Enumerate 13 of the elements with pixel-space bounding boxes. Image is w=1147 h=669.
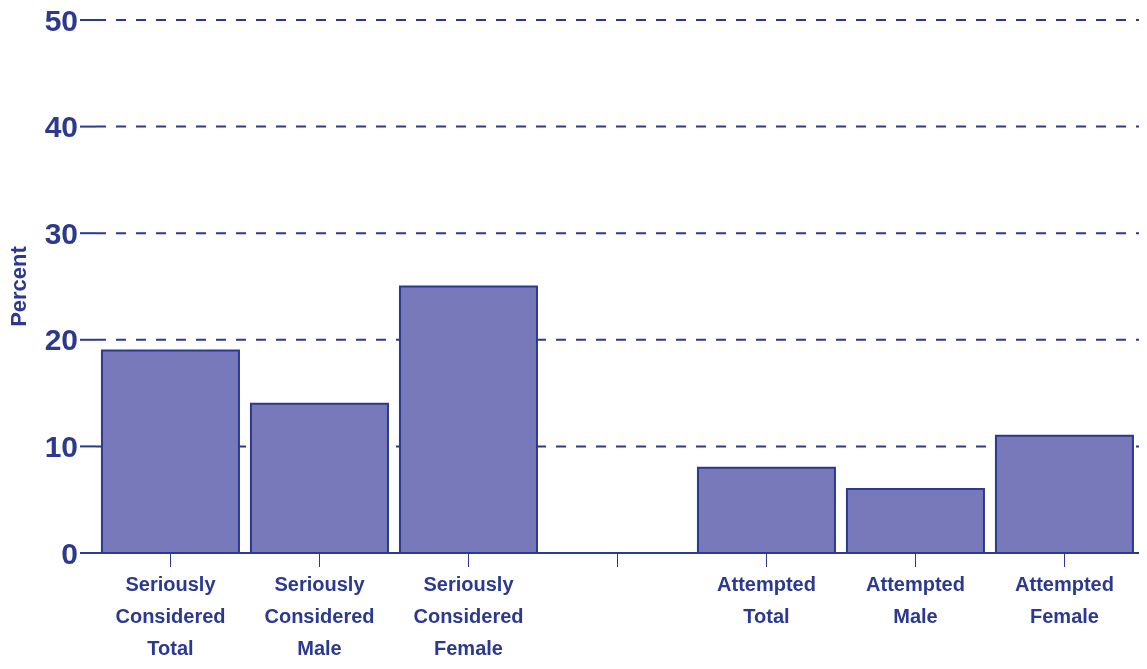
y-tick-label: 0 — [61, 536, 78, 570]
y-tick-label: 30 — [44, 216, 78, 250]
y-tick-label: 50 — [44, 3, 78, 37]
y-tick-label: 20 — [44, 323, 78, 357]
x-tick-label: Seriously Considered Female — [413, 573, 524, 659]
x-tick-label: Seriously Considered Total — [115, 573, 226, 659]
x-tick-label: Seriously Considered Male — [264, 573, 375, 659]
y-tick-label: 40 — [44, 110, 78, 144]
y-tick-label: 10 — [44, 430, 78, 464]
x-tick-label: Attempted Total — [717, 573, 816, 627]
x-tick-label: Attempted Female — [1015, 573, 1114, 627]
y-axis-title: Percent — [5, 245, 31, 327]
x-tick-label: Attempted Male — [866, 573, 965, 627]
